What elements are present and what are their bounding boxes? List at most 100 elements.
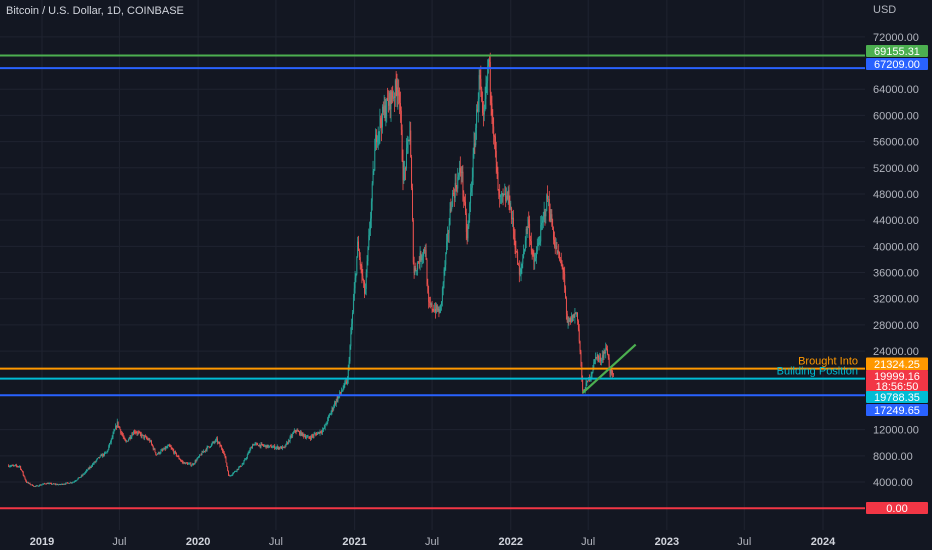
- candle-body: [573, 314, 575, 318]
- candle-body: [116, 421, 118, 428]
- candle-body: [227, 466, 229, 471]
- candle-body: [554, 245, 556, 247]
- candle-body: [68, 482, 70, 484]
- candle-body: [489, 61, 491, 93]
- candle-body: [381, 123, 383, 128]
- candle-body: [139, 432, 141, 435]
- candle-body: [513, 230, 515, 238]
- candle-body: [379, 118, 381, 132]
- candle-body: [339, 391, 341, 396]
- candle-body: [523, 251, 525, 259]
- trendline[interactable]: [581, 343, 637, 394]
- candle-body: [526, 229, 528, 230]
- candle-body: [176, 455, 178, 457]
- candle-body: [253, 444, 255, 446]
- candle-body: [426, 259, 428, 285]
- x-tick-label: 2020: [186, 536, 210, 548]
- candle-body: [122, 433, 123, 436]
- candle-body: [16, 465, 18, 467]
- candle-body: [300, 431, 302, 436]
- candle-body: [594, 359, 596, 363]
- candle-body: [185, 462, 187, 465]
- candle-body: [171, 448, 173, 450]
- candle-body: [356, 256, 358, 275]
- candle-body: [50, 483, 52, 485]
- candle-body: [127, 439, 129, 442]
- candle-body: [466, 231, 468, 239]
- candle-body: [405, 167, 407, 169]
- candle-body: [107, 449, 109, 452]
- candle-body: [380, 118, 382, 124]
- candle-body: [204, 450, 206, 452]
- candle-body: [236, 468, 238, 471]
- candle-body: [210, 443, 212, 447]
- candle-body: [536, 251, 537, 259]
- candle-body: [193, 464, 194, 465]
- candle-body: [205, 449, 207, 451]
- y-tick-label: 56000.00: [873, 137, 919, 149]
- candle-body: [479, 75, 481, 79]
- candle-body: [418, 262, 420, 265]
- candle-body: [335, 402, 336, 404]
- candle-body: [282, 446, 284, 448]
- badge-last-price: [866, 370, 928, 392]
- candle-body: [478, 75, 480, 99]
- candle-body: [452, 192, 454, 207]
- candle-body: [154, 448, 156, 453]
- badge-17249-text: 17249.65: [874, 405, 920, 417]
- candle-body: [150, 441, 152, 442]
- y-tick-label: 60000.00: [873, 110, 919, 122]
- candle-body: [42, 484, 44, 485]
- candle-body: [131, 434, 133, 438]
- candle-body: [184, 462, 186, 465]
- candle-body: [104, 452, 106, 454]
- candle-body: [23, 474, 25, 477]
- candle-body: [268, 446, 270, 448]
- candle-body: [376, 134, 377, 143]
- candle-body: [41, 484, 43, 486]
- candle-body: [329, 414, 330, 417]
- candle-body: [309, 437, 311, 439]
- candle-body: [438, 309, 440, 314]
- candle-body: [218, 442, 220, 444]
- candle-body: [436, 304, 438, 311]
- candle-body: [12, 465, 14, 466]
- candle-body: [217, 442, 219, 444]
- candle-body: [284, 446, 286, 448]
- candle-body: [67, 482, 69, 484]
- candle-body: [220, 445, 222, 447]
- candle-body: [590, 374, 592, 378]
- candle-body: [56, 484, 58, 486]
- trendline-layer[interactable]: [581, 343, 637, 394]
- candle-body: [375, 134, 377, 151]
- candle-body: [169, 445, 171, 448]
- x-tick-label: Jul: [425, 536, 439, 548]
- candle-body: [299, 431, 301, 435]
- candle-body: [9, 466, 11, 467]
- candle-body: [299, 431, 300, 435]
- y-axis[interactable]: USD 4000.00 8000.00 12000.00 24000.00 28000.…: [873, 4, 919, 489]
- candle-body: [148, 439, 150, 441]
- candle-body: [404, 167, 406, 172]
- candle-body: [233, 472, 235, 474]
- candle-body: [275, 447, 277, 449]
- candle-body: [420, 252, 422, 261]
- candle-body: [519, 273, 521, 275]
- candle-body: [166, 447, 168, 449]
- candle-body: [247, 452, 249, 455]
- x-axis[interactable]: 2019 Jul 2020 Jul 2021 Jul 2022 Jul 2023 Jul 2024: [30, 536, 836, 548]
- candle-body: [348, 361, 350, 368]
- candle-body: [557, 250, 559, 254]
- candle-body: [406, 148, 407, 169]
- candle-body: [241, 464, 243, 466]
- candle-body: [213, 441, 215, 443]
- candle-body: [577, 312, 578, 321]
- candle-body: [461, 171, 463, 174]
- candle-body: [548, 199, 549, 200]
- candle-body: [542, 220, 543, 223]
- candle-body: [396, 87, 398, 96]
- candle-body: [581, 362, 583, 380]
